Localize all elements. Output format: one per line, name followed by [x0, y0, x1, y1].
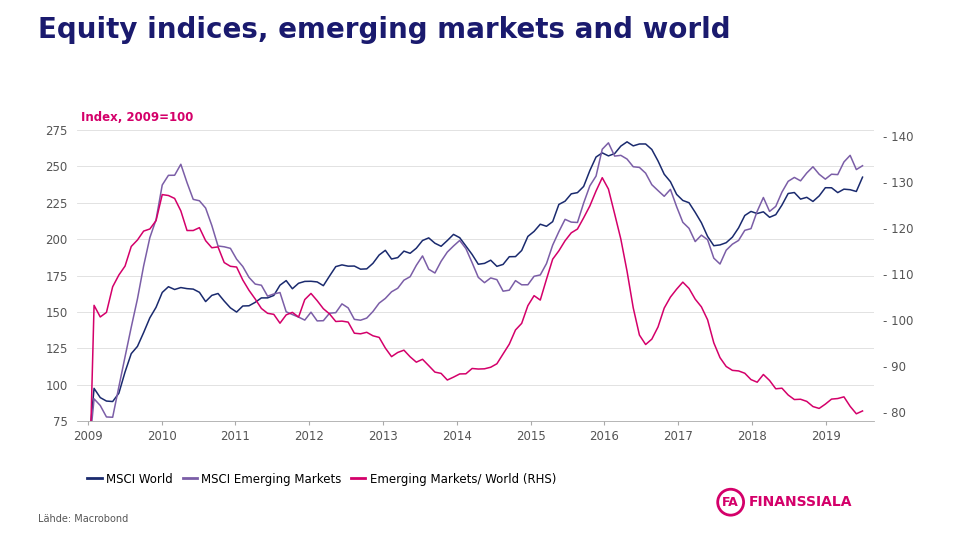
- Text: Index, 2009=100: Index, 2009=100: [81, 111, 193, 124]
- Text: Lähde: Macrobond: Lähde: Macrobond: [38, 514, 129, 524]
- Legend: MSCI World, MSCI Emerging Markets, Emerging Markets/ World (RHS): MSCI World, MSCI Emerging Markets, Emerg…: [83, 468, 562, 490]
- Text: Equity indices, emerging markets and world: Equity indices, emerging markets and wor…: [38, 16, 731, 44]
- Text: FINANSSIALA: FINANSSIALA: [749, 495, 852, 509]
- Text: FA: FA: [722, 496, 739, 509]
